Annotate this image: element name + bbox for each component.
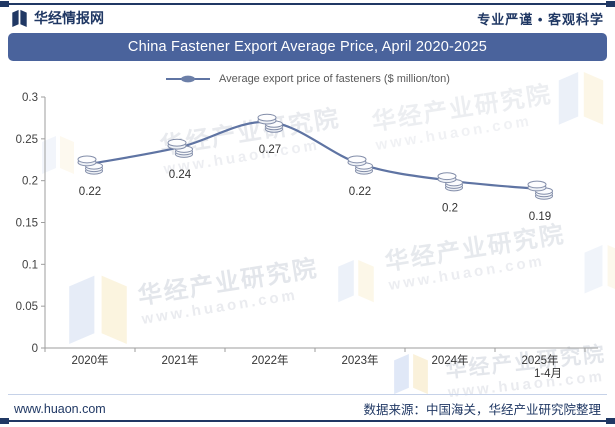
data-label: 0.19	[529, 211, 551, 223]
brand: 华经情报网	[11, 8, 104, 28]
header-slogan: 专业严谨 • 客观科学	[477, 11, 604, 27]
x-tick-label: 2022年	[251, 353, 288, 367]
coin-stack-marker	[437, 172, 457, 181]
data-label: 0.2	[442, 203, 458, 215]
chart-legend: Average export price of fasteners ($ mil…	[0, 73, 615, 85]
coin-stack-marker	[527, 180, 547, 189]
y-tick-label: 0.25	[16, 134, 38, 146]
y-tick-label: 0.2	[22, 176, 38, 188]
x-tick-label: 2023年	[341, 353, 378, 367]
header: 华经情报网 专业严谨 • 客观科学	[11, 7, 604, 29]
huajing-logo-icon	[12, 9, 27, 27]
data-label: 0.22	[79, 186, 101, 198]
bottom-accent-rule	[0, 418, 615, 424]
y-tick-label: 0.1	[22, 259, 38, 271]
y-tick-label: 0.15	[16, 218, 38, 230]
legend-marker-icon	[166, 75, 211, 83]
footer: www.huaon.com 数据来源：中国海关，华经产业研究院整理	[14, 399, 601, 418]
y-tick-label: 0.05	[16, 301, 38, 313]
x-tick-label: 2020年	[71, 353, 108, 367]
title-bar: China Fastener Export Average Price, Apr…	[8, 33, 607, 61]
y-tick-label: 0	[32, 343, 38, 355]
x-tick-label: 2025年 1-4月	[521, 353, 562, 380]
coin-stack-marker	[347, 155, 367, 164]
coin-stack-marker	[77, 155, 97, 164]
top-accent-rule	[0, 1, 615, 7]
line-chart: 0 0.05 0.1 0.15 0.2 0.25 0.3 2020年 2021年 2022年 202…	[16, 92, 598, 380]
data-label: 0.22	[349, 186, 371, 198]
chart-title: China Fastener Export Average Price, Apr…	[127, 39, 488, 55]
data-label: 0.24	[169, 169, 192, 181]
data-label: 0.27	[259, 144, 281, 156]
footer-data-source: 数据来源：中国海关，华经产业研究院整理	[363, 403, 601, 417]
coin-stack-marker	[167, 138, 187, 147]
y-tick-label: 0.3	[22, 92, 38, 104]
x-tick-label: 2024年	[431, 353, 468, 367]
footer-site-url: www.huaon.com	[14, 401, 106, 416]
brand-name: 华经情报网	[34, 10, 104, 26]
footer-divider	[8, 394, 607, 395]
series-line	[89, 120, 541, 191]
coin-stack-marker	[257, 113, 277, 122]
legend-label: Average export price of fasteners ($ mil…	[219, 73, 450, 85]
x-tick-label: 2021年	[161, 353, 198, 367]
